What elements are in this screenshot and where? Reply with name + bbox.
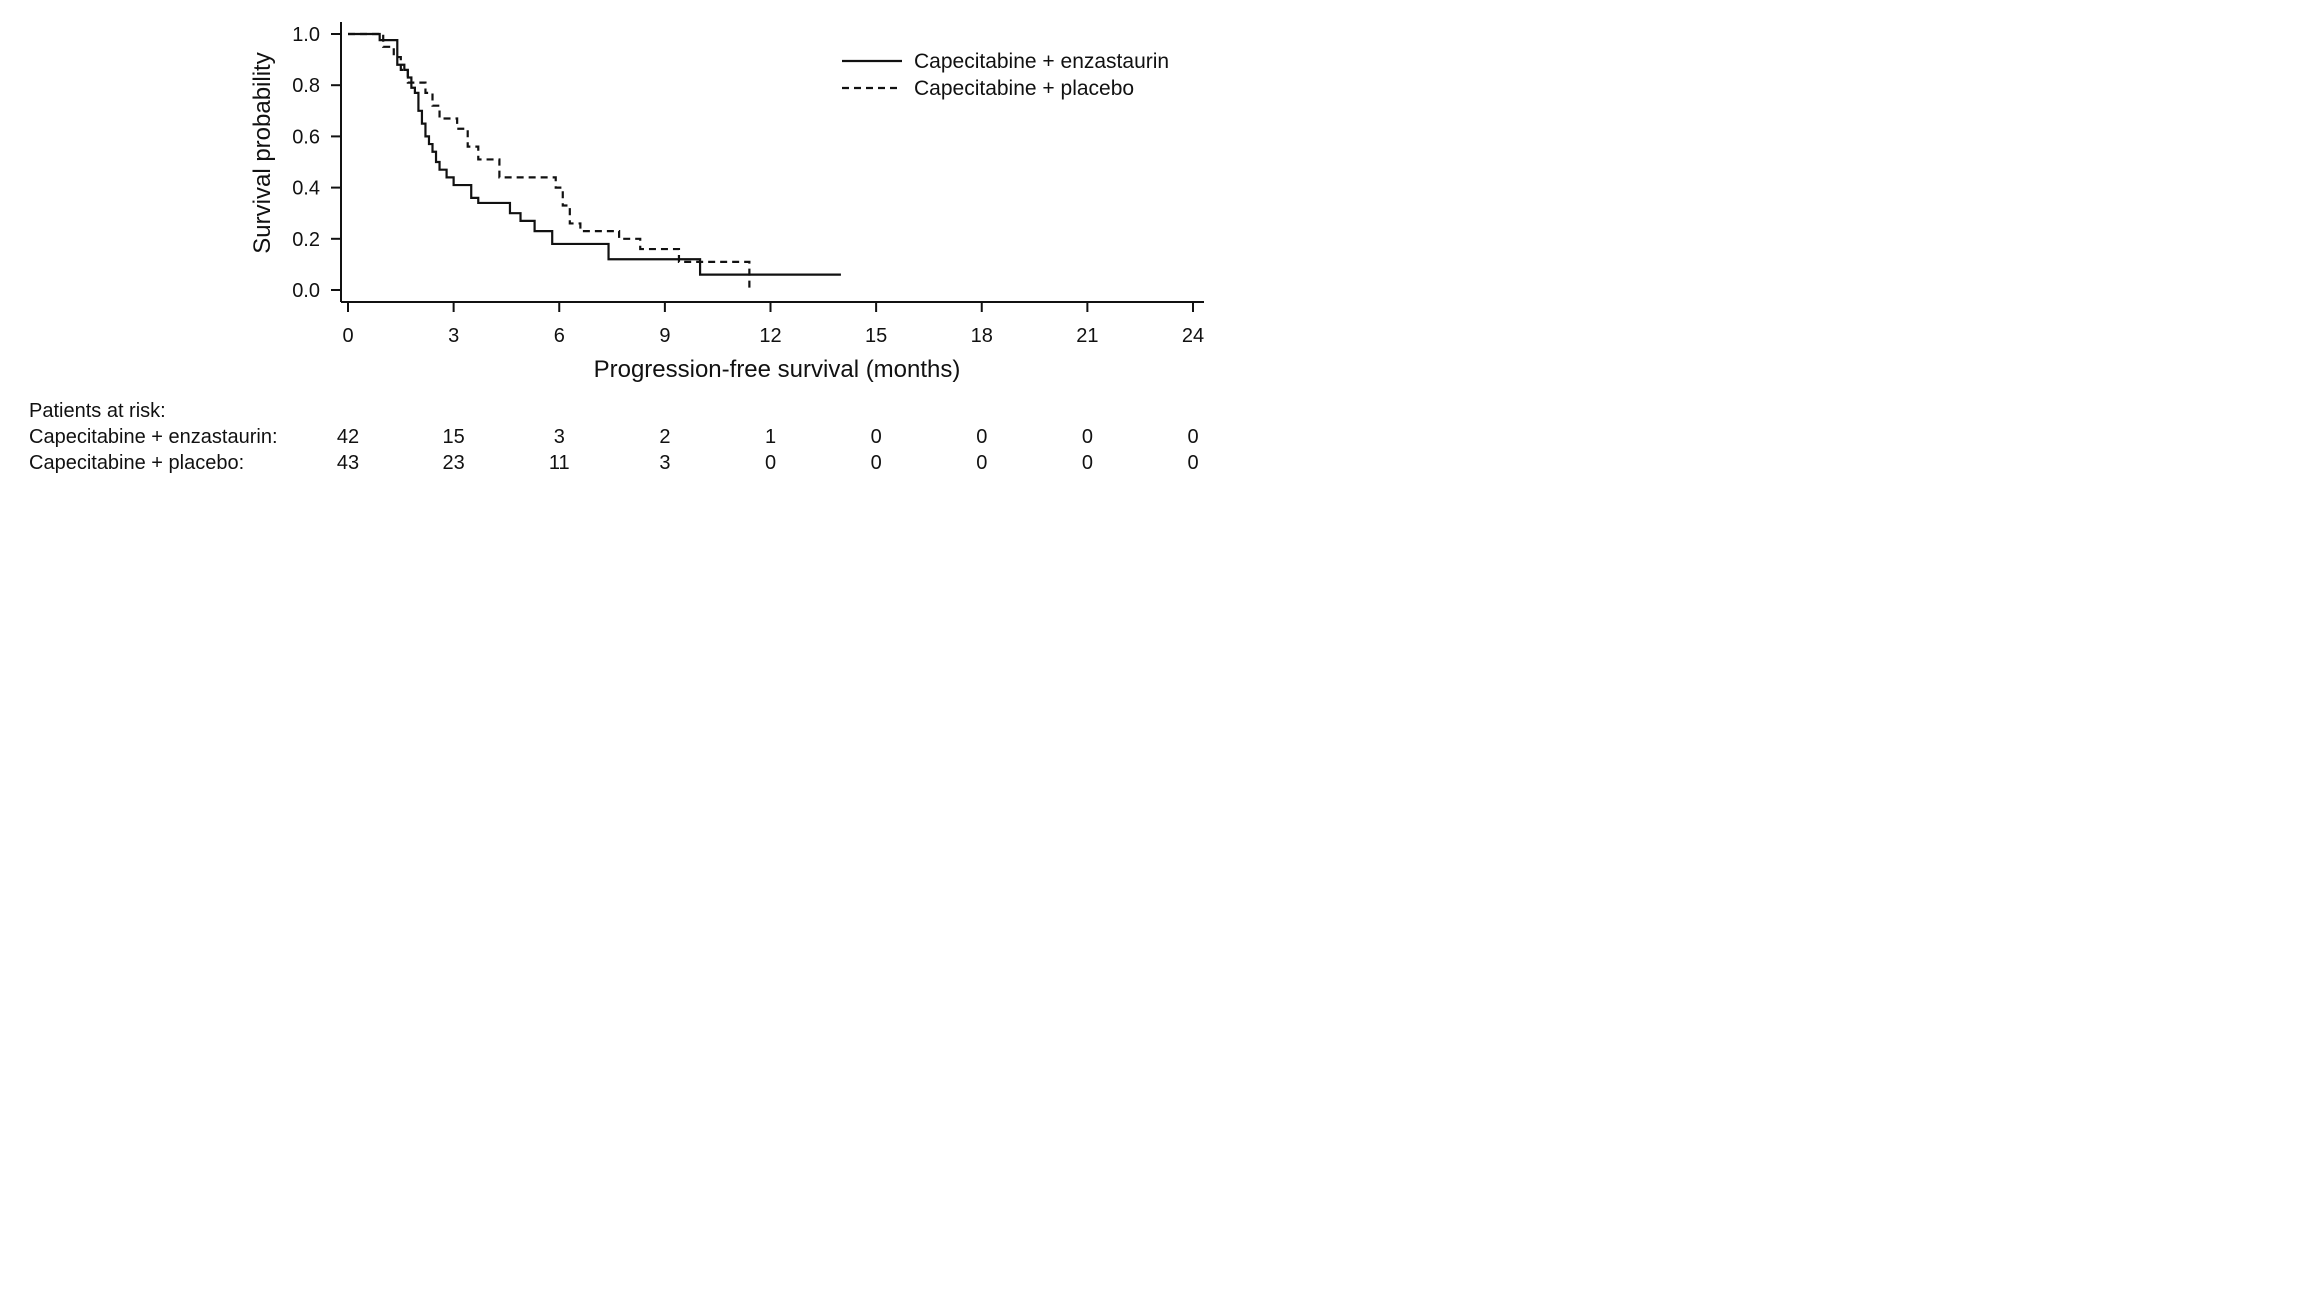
risk-row-label: Capecitabine + placebo: [29, 452, 244, 474]
y-tick-label: 0.6 [292, 126, 320, 148]
risk-count: 0 [1187, 426, 1198, 448]
axes: 0.0 0.2 0.4 0.6 0.8 1.0 0 3 6 9 12 15 18 21 24 Surviv… [249, 22, 1204, 383]
risk-count: 0 [1082, 452, 1093, 474]
y-tick-label: 0.2 [292, 229, 320, 251]
y-tick-label: 0.8 [292, 75, 320, 97]
y-tick-label: 1.0 [292, 24, 320, 46]
risk-count: 0 [976, 452, 987, 474]
x-tick-label: 24 [1182, 325, 1204, 347]
y-ticks: 0.0 0.2 0.4 0.6 0.8 1.0 [292, 24, 341, 302]
x-tick-label: 0 [342, 325, 353, 347]
risk-count: 1 [765, 426, 776, 448]
x-tick-label: 3 [448, 325, 459, 347]
y-tick-label: 0.0 [292, 280, 320, 302]
legend: Capecitabine + enzastaurin Capecitabine +… [842, 50, 1169, 100]
x-axis-title: Progression-free survival (months) [594, 356, 961, 383]
risk-count: 11 [549, 452, 570, 474]
series-line-placebo [348, 32, 751, 290]
y-tick-label: 0.4 [292, 178, 320, 200]
patients-at-risk-table: Patients at risk: Capecitabine + enzasta… [29, 400, 1199, 474]
x-tick-label: 18 [971, 325, 993, 347]
risk-count: 2 [659, 426, 670, 448]
legend-label-enzastaurin: Capecitabine + enzastaurin [914, 50, 1169, 73]
legend-label-placebo: Capecitabine + placebo [914, 77, 1134, 100]
x-tick-label: 6 [554, 325, 565, 347]
risk-count: 0 [1187, 452, 1198, 474]
series-line-enzastaurin [348, 32, 841, 276]
x-tick-label: 9 [659, 325, 670, 347]
risk-count: 0 [1082, 426, 1093, 448]
risk-count: 15 [443, 426, 465, 448]
risk-count: 0 [871, 426, 882, 448]
x-tick-label: 15 [865, 325, 887, 347]
y-axis-title: Survival probability [249, 52, 276, 253]
risk-count: 3 [659, 452, 670, 474]
risk-count: 23 [443, 452, 465, 474]
risk-count: 0 [765, 452, 776, 474]
survival-curves [348, 32, 841, 290]
risk-count: 0 [871, 452, 882, 474]
x-ticks: 0 3 6 9 12 15 18 21 24 [342, 302, 1204, 347]
risk-row-label: Capecitabine + enzastaurin: [29, 426, 278, 448]
risk-count: 0 [976, 426, 987, 448]
risk-count: 43 [337, 452, 359, 474]
risk-table-title: Patients at risk: [29, 400, 166, 422]
risk-count: 3 [554, 426, 565, 448]
risk-count: 42 [337, 426, 359, 448]
x-tick-label: 12 [759, 325, 781, 347]
x-tick-label: 21 [1076, 325, 1098, 347]
